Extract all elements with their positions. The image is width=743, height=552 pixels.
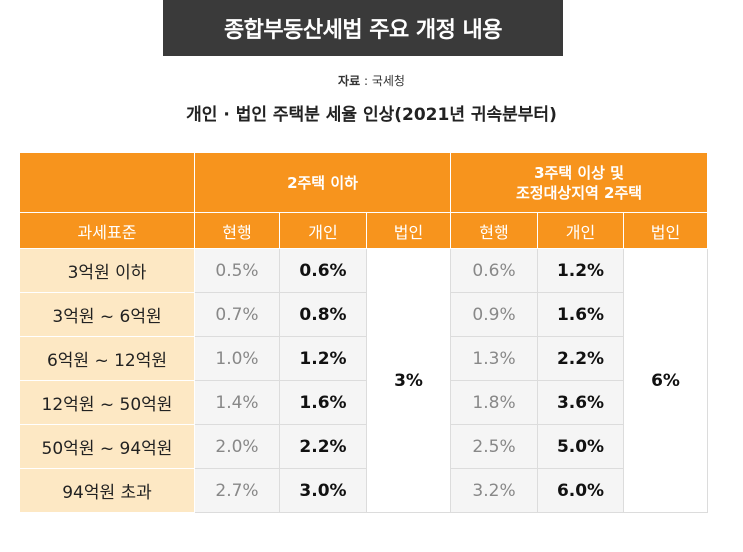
two-homes-current-rate: 1.0% xyxy=(194,336,280,381)
three-homes-current-rate: 1.8% xyxy=(450,380,539,425)
col-header-corporate: 법인 xyxy=(365,212,452,249)
tax-base-cell: 50억원 ~ 94억원 xyxy=(19,424,195,469)
three-homes-corporate-rate: 6% xyxy=(623,248,709,513)
group-header-three-homes-line2: 조정대상지역 2주택 xyxy=(516,183,643,202)
source-separator: : xyxy=(360,74,372,88)
subtitle: 개인 · 법인 주택분 세율 인상(2021년 귀속분부터) xyxy=(180,100,563,125)
two-homes-current-rate: 2.7% xyxy=(194,468,280,513)
source-value: 국세청 xyxy=(371,74,405,88)
three-homes-individual-rate: 1.2% xyxy=(537,248,625,293)
three-homes-current-rate: 2.5% xyxy=(450,424,539,469)
source-label: 자료 xyxy=(338,74,361,88)
tax-base-cell: 3억원 이하 xyxy=(19,248,195,293)
source-line: 자료 : 국세청 xyxy=(0,72,743,89)
two-homes-corporate-rate: 3% xyxy=(365,248,452,513)
table-row: 3억원 이하 0.5% 0.6% 3% 0.6% 1.2% 6% xyxy=(19,248,709,513)
three-homes-current-rate: 3.2% xyxy=(450,468,539,513)
three-homes-individual-rate: 3.6% xyxy=(537,380,625,425)
two-homes-current-rate: 2.0% xyxy=(194,424,280,469)
page-title-text: 종합부동산세법 주요 개정 내용 xyxy=(223,18,503,43)
tax-base-cell: 94억원 초과 xyxy=(19,468,195,513)
three-homes-current-rate: 0.9% xyxy=(450,292,539,337)
tax-base-cell: 12억원 ~ 50억원 xyxy=(19,380,195,425)
tax-rate-table: 2주택 이하 3주택 이상 및 조정대상지역 2주택 과세표준 현행 개인 법인… xyxy=(19,152,709,513)
col-header-current: 현행 xyxy=(450,212,539,249)
three-homes-individual-rate: 5.0% xyxy=(537,424,625,469)
group-header-three-homes-line1: 3주택 이상 및 xyxy=(534,163,624,182)
group-header-blank xyxy=(19,152,195,213)
table-row: 3억원 ~ 6억원 0.7% 0.8% 0.9% 1.6% xyxy=(19,292,708,337)
table-row: 12억원 ~ 50억원 1.4% 1.6% 1.8% 3.6% xyxy=(19,380,708,425)
two-homes-current-rate: 0.7% xyxy=(194,292,280,337)
col-header-current: 현행 xyxy=(194,212,280,249)
two-homes-individual-rate: 0.8% xyxy=(279,292,367,337)
table-row: 94억원 초과 2.7% 3.0% 3.2% 6.0% xyxy=(19,468,708,513)
table-row: 50억원 ~ 94억원 2.0% 2.2% 2.5% 5.0% xyxy=(19,424,708,469)
two-homes-individual-rate: 2.2% xyxy=(279,424,367,469)
two-homes-individual-rate: 1.6% xyxy=(279,380,367,425)
three-homes-individual-rate: 6.0% xyxy=(537,468,625,513)
two-homes-individual-rate: 3.0% xyxy=(279,468,367,513)
page-title: 종합부동산세법 주요 개정 내용 xyxy=(163,0,563,56)
three-homes-individual-rate: 2.2% xyxy=(537,336,625,381)
subtitle-container: 개인 · 법인 주택분 세율 인상(2021년 귀속분부터) xyxy=(0,100,743,125)
two-homes-individual-rate: 1.2% xyxy=(279,336,367,381)
group-header-row: 2주택 이하 3주택 이상 및 조정대상지역 2주택 xyxy=(19,152,709,213)
two-homes-current-rate: 1.4% xyxy=(194,380,280,425)
col-header-individual: 개인 xyxy=(537,212,625,249)
two-homes-individual-rate: 0.6% xyxy=(279,248,367,293)
three-homes-current-rate: 0.6% xyxy=(450,248,539,293)
col-header-corporate: 법인 xyxy=(623,212,709,249)
three-homes-current-rate: 1.3% xyxy=(450,336,539,381)
group-header-three-homes: 3주택 이상 및 조정대상지역 2주택 xyxy=(450,152,709,213)
two-homes-current-rate: 0.5% xyxy=(194,248,280,293)
tax-base-cell: 3억원 ~ 6억원 xyxy=(19,292,195,337)
col-header-individual: 개인 xyxy=(279,212,367,249)
group-header-two-homes: 2주택 이하 xyxy=(193,152,452,213)
tax-base-cell: 6억원 ~ 12억원 xyxy=(19,336,195,381)
three-homes-individual-rate: 1.6% xyxy=(537,292,625,337)
column-header-row: 과세표준 현행 개인 법인 현행 개인 법인 xyxy=(19,212,709,249)
col-header-standard: 과세표준 xyxy=(19,212,195,249)
table-row: 6억원 ~ 12억원 1.0% 1.2% 1.3% 2.2% xyxy=(19,336,708,381)
